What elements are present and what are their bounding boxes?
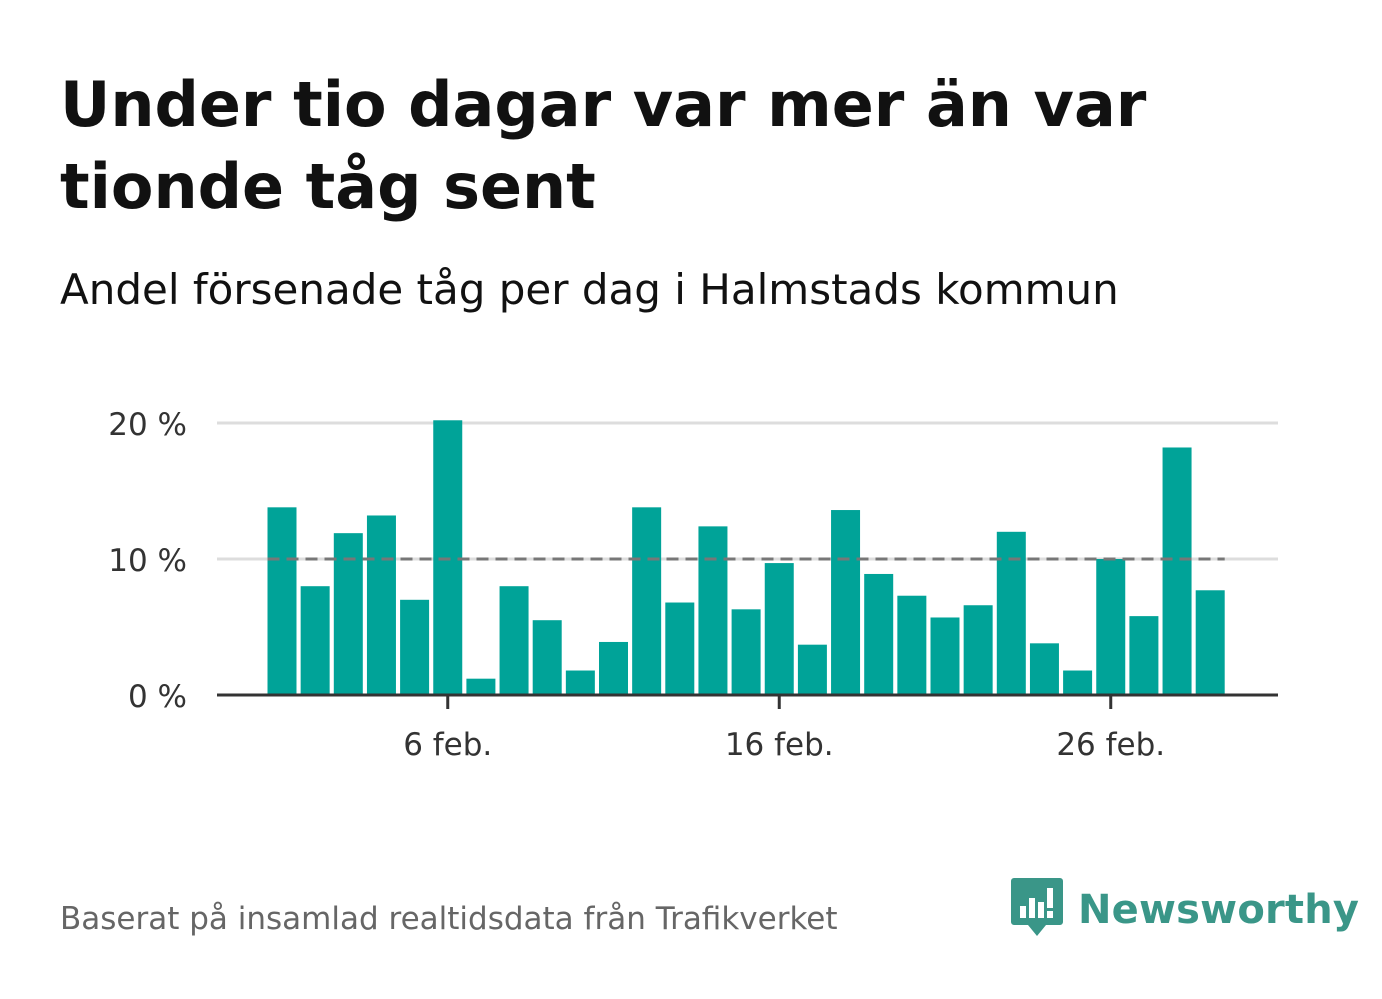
x-tick-label: 26 feb. (1056, 727, 1165, 763)
bar (1195, 590, 1225, 695)
bar (897, 595, 927, 695)
bar (532, 620, 562, 695)
bar (996, 531, 1026, 695)
bar (565, 670, 595, 695)
bar (698, 526, 728, 695)
bar (599, 641, 628, 695)
y-tick-label: 10 % (108, 543, 187, 579)
chart-subtitle: Andel försenade tåg per dag i Halmstads … (60, 265, 1119, 314)
bar (466, 678, 496, 695)
bar (963, 605, 993, 695)
x-tick-label: 6 feb. (403, 727, 492, 763)
bar (1096, 559, 1126, 695)
bar (665, 602, 695, 695)
bar (1129, 616, 1159, 695)
bar (731, 609, 761, 695)
brand-logo[interactable]: Newsworthy (1010, 878, 1359, 942)
bar-chart: 0 % 10 % 20 % 6 feb. 16 feb. 26 feb. (108, 407, 1278, 763)
bar (797, 644, 827, 695)
bar (831, 510, 861, 695)
y-tick-label: 20 % (108, 407, 187, 443)
bar (930, 617, 960, 695)
bar (1063, 670, 1093, 695)
bar (267, 507, 297, 695)
axes: 0 % 10 % 20 % 6 feb. 16 feb. 26 feb. (108, 407, 1278, 763)
bar (499, 586, 529, 695)
bar (333, 533, 363, 695)
bars (267, 420, 1225, 695)
x-tick-label: 16 feb. (725, 727, 834, 763)
bar (300, 586, 330, 695)
bar (366, 515, 396, 695)
brand-name: Newsworthy (1078, 887, 1360, 933)
chart-title: Under tio dagar var mer än var tionde tå… (60, 68, 1147, 223)
bar (1162, 447, 1192, 695)
y-tick-label: 0 % (128, 679, 187, 715)
newsworthy-logo-icon (1010, 876, 1064, 944)
bar (864, 573, 894, 695)
bar (1029, 643, 1059, 695)
source-note: Baserat på insamlad realtidsdata från Tr… (60, 901, 838, 937)
bar (632, 507, 662, 695)
bar (764, 563, 794, 695)
bar (400, 599, 430, 695)
